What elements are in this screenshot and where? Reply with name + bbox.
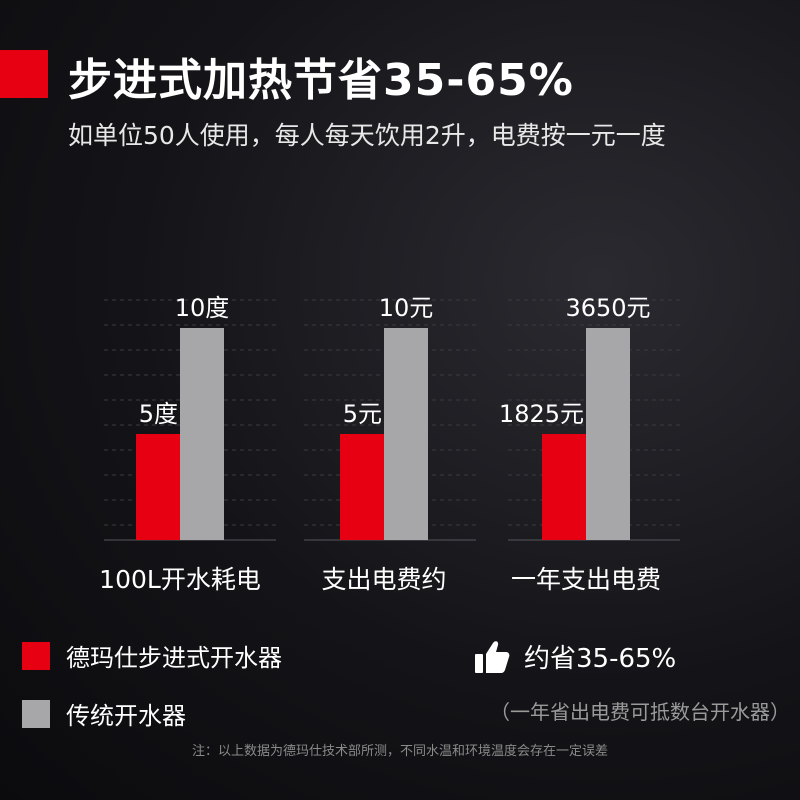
legend-label-traditional: 传统开水器 [66,702,186,730]
data-label: 3650元 [565,294,650,322]
thumbs-up-icon [475,640,510,673]
data-label: 1825元 [499,400,584,428]
saving-note: （一年省出电费可抵数台开水器） [490,700,790,724]
data-label: 10度 [175,294,230,322]
legend-swatch-gray [22,699,50,728]
bar-traditional [180,328,224,540]
page-title: 步进式加热节省35-65% [68,55,574,106]
page-subtitle: 如单位50人使用，每人每天饮用2升，电费按一元一度 [68,121,666,150]
saving-callout: 约省35-65% [474,638,676,675]
bar-traditional [586,328,630,540]
bar-demashi [340,434,384,540]
data-label: 10元 [379,294,434,322]
footnote: 注：以上数据为德玛仕技术部所测，不同水温和环境温度会存在一定误差 [191,744,608,759]
bar-traditional [384,328,428,540]
legend-label-demashi: 德玛仕步进式开水器 [66,644,282,672]
legend-item-demashi: 德玛仕步进式开水器 [22,638,282,673]
bar-demashi [136,434,180,540]
legend-swatch-red [22,641,50,670]
category-label: 100L开水耗电 [99,565,261,594]
category-label: 一年支出电费 [511,565,661,594]
legend-item-traditional: 传统开水器 [22,696,186,731]
category-label: 支出电费约 [321,565,446,594]
saving-text: 约省35-65% [524,644,677,674]
title-accent-square [0,50,48,98]
data-label: 5元 [343,400,382,428]
bar-demashi [542,434,586,540]
data-label: 5度 [139,400,178,428]
chart-bars [136,328,630,540]
